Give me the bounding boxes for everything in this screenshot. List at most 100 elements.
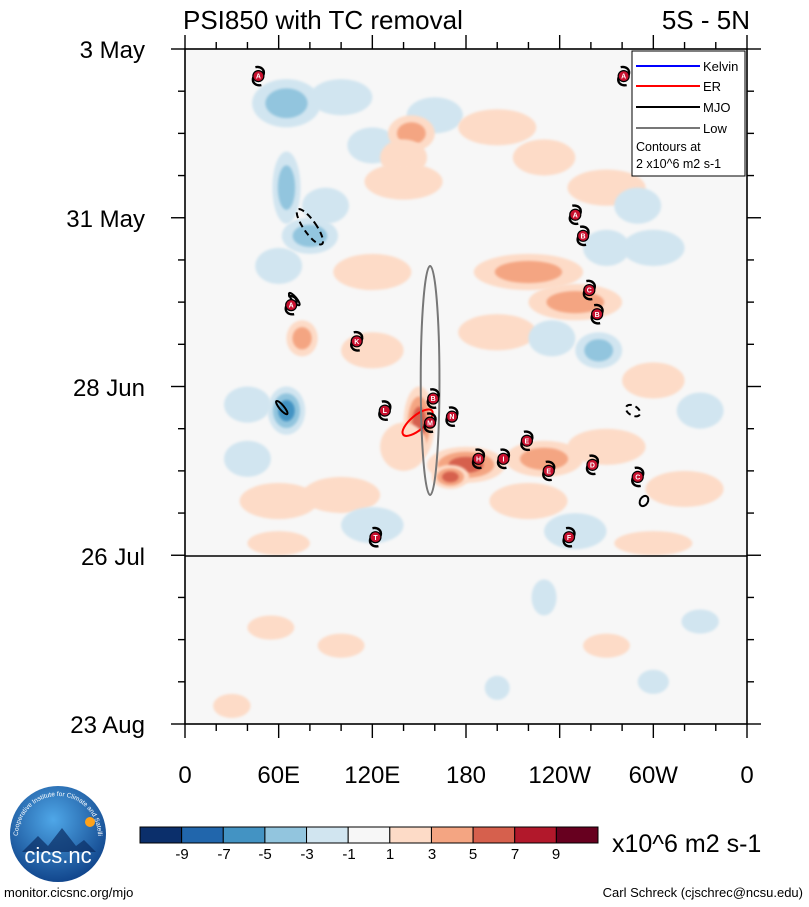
logo-ring-text: Cooperative Institute for Climate and Sa… (0, 0, 103, 836)
anomaly-blob (512, 139, 576, 176)
storm-marker: B (576, 225, 590, 247)
storm-marker-letter: L (383, 408, 388, 415)
storm-marker-letter: K (354, 339, 359, 346)
storm-marker-dot (350, 335, 363, 348)
colorbar-segment (306, 826, 349, 844)
y-tick-label: 26 Jul (81, 544, 145, 571)
storm-marker-letter: A (289, 303, 294, 310)
storm-marker: D (585, 454, 600, 476)
storm-marker-letter: C (635, 475, 640, 482)
storm-marker-letter: D (590, 462, 595, 469)
y-tick-label: 23 Aug (70, 712, 145, 739)
colorbar-segment (514, 826, 557, 844)
anomaly-blob (396, 122, 426, 145)
colorbar-tick-label: 7 (511, 846, 519, 863)
legend-note-line2: 2 x10^6 m2 s-1 (636, 157, 721, 171)
x-tick-label: 0 (740, 762, 753, 789)
anomaly-blob (380, 422, 427, 471)
anomaly-blob (583, 229, 630, 266)
colorbar-tick-label: -5 (258, 846, 271, 863)
storm-marker: C (631, 466, 645, 488)
legend: Kelvin ER MJO Low Contours at 2 x10^6 m2… (631, 50, 746, 177)
storm-marker-letter: C (587, 288, 592, 295)
storm-marker-letter: A (573, 212, 578, 219)
anomaly-blob (583, 633, 630, 658)
anomaly-blob (224, 386, 271, 423)
anomaly-blob (255, 247, 303, 285)
x-tick-label: 120W (528, 762, 591, 789)
storm-marker: F (562, 526, 576, 548)
footer-left: monitor.cicsnc.org/mjo (4, 885, 133, 900)
anomaly-blob (489, 482, 568, 520)
storm-marker: B (590, 303, 604, 325)
anomaly-blob (302, 476, 381, 514)
colorbar-tick-label: 9 (552, 846, 560, 863)
anomaly-blob (333, 253, 412, 291)
storm-marker-dot (252, 70, 265, 83)
colorbar-segment (222, 826, 266, 844)
storm-marker: A (568, 204, 582, 226)
wave-contour-mjo (275, 399, 289, 416)
storm-marker-letter: F (567, 535, 572, 542)
legend-label-mjo: MJO (703, 100, 730, 115)
storm-marker: L (378, 400, 392, 421)
storm-marker-dot (617, 70, 630, 83)
anomaly-blob (520, 447, 569, 470)
colorbar (139, 826, 599, 844)
colorbar-tick-label: -1 (342, 846, 355, 863)
storm-marker-letter: A (256, 74, 261, 81)
colorbar-tick-labels: -9 -7 -5 -3 -1 1 3 5 7 9 (175, 846, 560, 863)
anomaly-blob (528, 320, 576, 357)
anomaly-blob (247, 531, 310, 556)
storm-marker-letter: A (621, 74, 626, 81)
x-tick-label: 180 (446, 762, 486, 789)
storm-marker-letter: E (546, 468, 551, 475)
legend-label-low: Low (703, 121, 727, 136)
storm-marker-dot (427, 392, 440, 405)
colorbar-tick-label: 3 (428, 846, 436, 863)
colorbar-segment (555, 826, 599, 844)
anomaly-blob (681, 609, 719, 634)
storm-marker: T (368, 526, 383, 548)
colorbar-segment (389, 826, 432, 844)
colorbar-units: x10^6 m2 s-1 (612, 830, 761, 858)
colorbar-segment (139, 826, 183, 844)
storm-marker-dot (520, 434, 533, 447)
logo-mountains (22, 828, 96, 852)
storm-marker-dot (542, 464, 555, 477)
anomaly-blob (484, 675, 510, 700)
legend-label-kelvin: Kelvin (703, 59, 738, 74)
colorbar-tick-label: 5 (469, 846, 477, 863)
storm-marker: A (284, 294, 298, 316)
anomaly-blob (317, 633, 365, 658)
storm-marker-dot (369, 531, 382, 544)
storm-marker: E (520, 430, 534, 452)
anomaly-blob (546, 290, 605, 314)
storm-marker-letter: E (525, 438, 530, 445)
x-tick-label: 60E (257, 762, 300, 789)
storm-marker-dot (562, 531, 576, 544)
anomaly-blob (637, 669, 669, 694)
logo-sun (85, 817, 95, 827)
storm-marker-dot (583, 283, 596, 297)
anomaly-blob (224, 440, 271, 477)
anomaly-blob (265, 88, 308, 119)
storm-marker: E (542, 460, 556, 482)
axis-ticks (171, 35, 761, 738)
storm-markers: A A A B A C B K B L N M E H I E D C T F (251, 65, 645, 548)
storm-marker-dot (423, 416, 437, 429)
storm-marker-letter: B (581, 233, 586, 240)
colorbar-tick-label: -9 (175, 846, 188, 863)
chart-subtitle: 5S - 5N (662, 5, 750, 35)
anomaly-blob (614, 531, 693, 556)
storm-marker-dot (472, 452, 485, 465)
y-tick-label: 28 Jun (73, 375, 145, 402)
y-tick-label: 3 May (80, 37, 145, 64)
anomaly-blob (364, 163, 443, 200)
anomaly-blob (292, 224, 328, 247)
anomaly-blob (614, 187, 662, 224)
anomaly-blob (442, 471, 459, 483)
storm-marker: K (350, 330, 364, 352)
storm-marker: A (617, 65, 631, 87)
